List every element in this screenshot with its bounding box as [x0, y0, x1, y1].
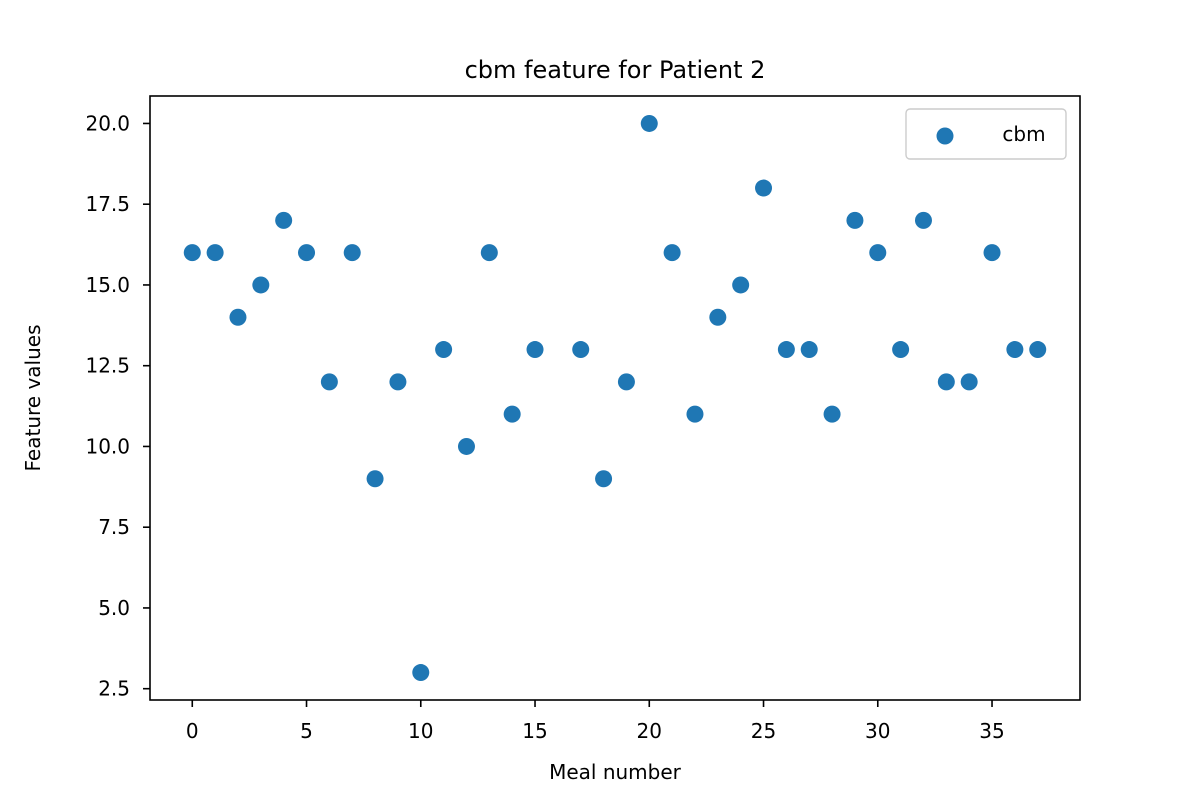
- y-tick-label: 20.0: [85, 111, 130, 135]
- y-axis-label: Feature values: [21, 325, 45, 472]
- data-point: [252, 276, 270, 294]
- y-tick-label: 10.0: [85, 434, 130, 458]
- y-tick-label: 17.5: [85, 192, 130, 216]
- y-tick-label: 12.5: [85, 354, 130, 378]
- x-tick-label: 15: [522, 719, 547, 743]
- y-tick-label: 5.0: [98, 596, 130, 620]
- data-point: [366, 470, 384, 488]
- chart-title: cbm feature for Patient 2: [465, 56, 766, 84]
- x-tick-label: 25: [751, 719, 776, 743]
- data-point: [526, 341, 544, 359]
- data-point: [709, 308, 727, 326]
- data-point: [983, 244, 1001, 262]
- data-point: [183, 244, 201, 262]
- x-tick-label: 10: [408, 719, 433, 743]
- y-tick-label: 15.0: [85, 273, 130, 297]
- data-point: [572, 341, 590, 359]
- data-point: [389, 373, 407, 391]
- legend-marker: [936, 127, 954, 145]
- data-point: [686, 405, 704, 423]
- data-point: [457, 437, 475, 455]
- data-point: [320, 373, 338, 391]
- data-point: [892, 341, 910, 359]
- data-point: [343, 244, 361, 262]
- data-point: [663, 244, 681, 262]
- x-tick-label: 20: [637, 719, 662, 743]
- data-point: [595, 470, 613, 488]
- legend: cbm: [905, 108, 1067, 160]
- legend-box: [905, 108, 1067, 160]
- data-point: [823, 405, 841, 423]
- data-point: [732, 276, 750, 294]
- data-point: [914, 211, 932, 229]
- data-point: [937, 373, 955, 391]
- plot-area-frame: [149, 95, 1081, 701]
- y-tick-label: 7.5: [98, 515, 130, 539]
- data-point: [800, 341, 818, 359]
- data-point: [960, 373, 978, 391]
- data-point: [435, 341, 453, 359]
- x-axis-label: Meal number: [549, 760, 682, 784]
- y-axis-ticks: 2.5 5.0 7.5 10.0 12.5 15.0 17.5 20.0: [85, 111, 150, 701]
- y-tick-label: 2.5: [98, 677, 130, 701]
- data-point: [206, 244, 224, 262]
- data-point: [298, 244, 316, 262]
- data-point: [480, 244, 498, 262]
- data-point: [1006, 341, 1024, 359]
- data-point: [503, 405, 521, 423]
- data-point: [869, 244, 887, 262]
- data-point: [275, 211, 293, 229]
- data-point: [777, 341, 795, 359]
- data-point: [617, 373, 635, 391]
- data-point: [412, 664, 430, 682]
- data-points: [183, 114, 1047, 682]
- legend-label: cbm: [1002, 122, 1045, 146]
- data-point: [229, 308, 247, 326]
- data-point: [755, 179, 773, 197]
- data-point: [846, 211, 864, 229]
- x-tick-label: 5: [300, 719, 313, 743]
- x-tick-label: 0: [186, 719, 199, 743]
- x-axis-ticks: 0 5 10 15 20 25 30 35: [186, 700, 1005, 743]
- x-tick-label: 30: [865, 719, 890, 743]
- x-tick-label: 35: [979, 719, 1004, 743]
- data-point: [640, 114, 658, 132]
- data-point: [1029, 341, 1047, 359]
